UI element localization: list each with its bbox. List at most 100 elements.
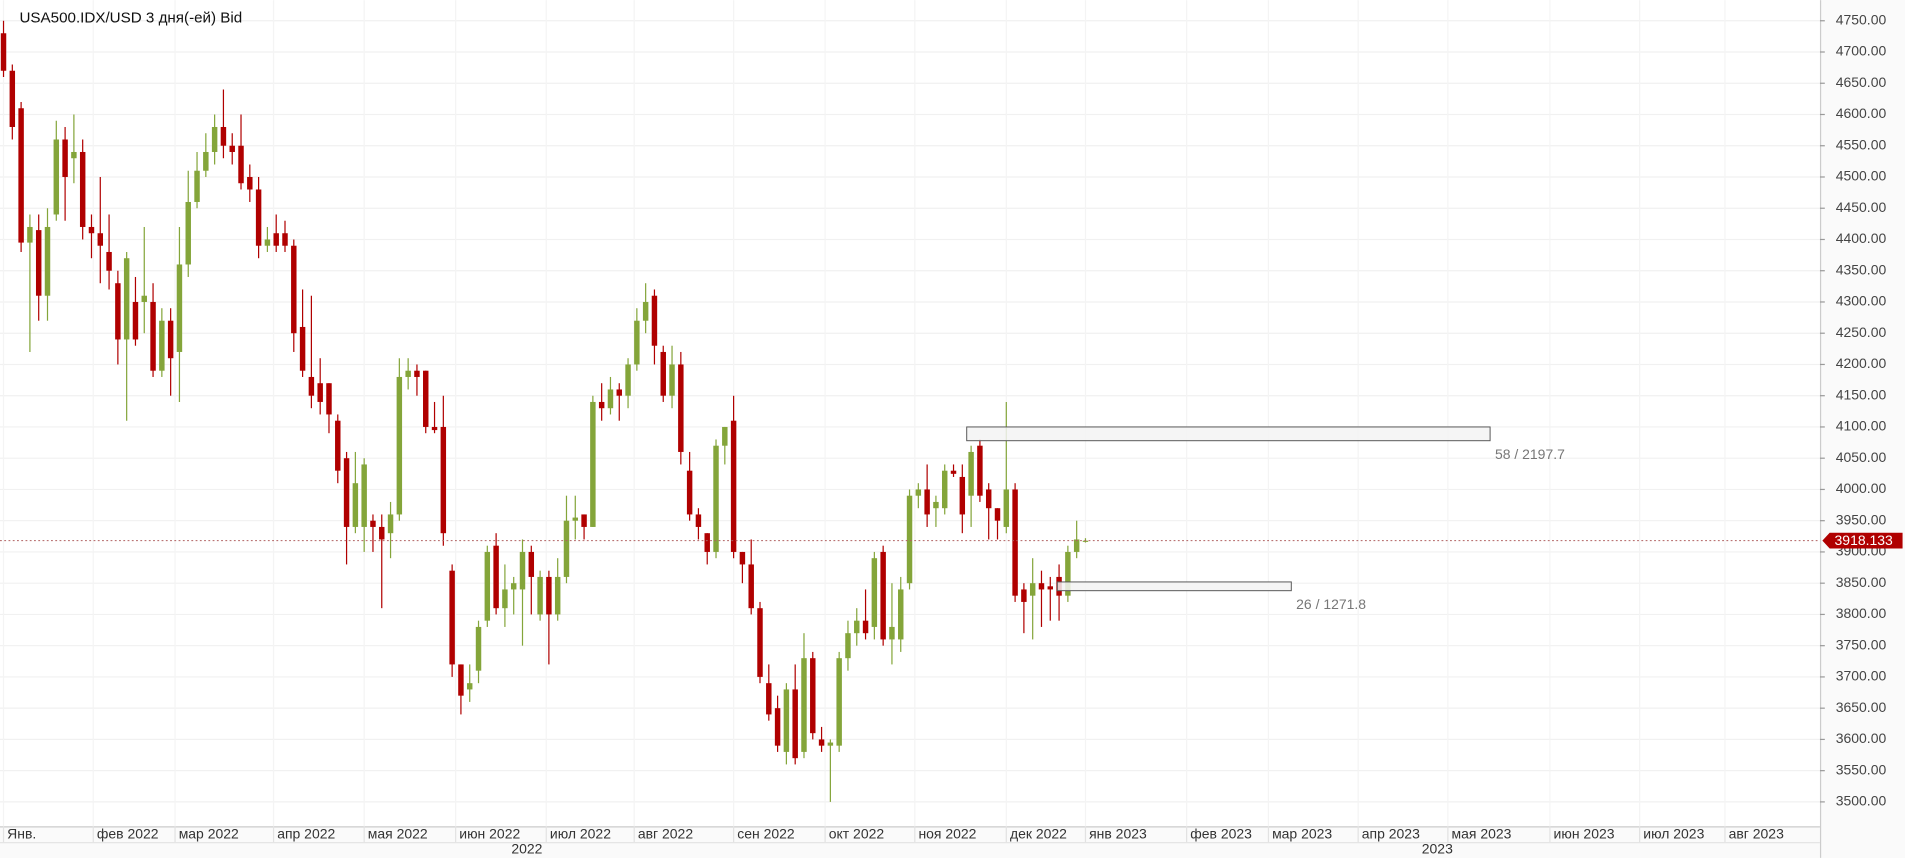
candle-body: [933, 501, 939, 509]
candle-body: [370, 520, 376, 527]
candle-body: [950, 470, 957, 474]
candle-body: [766, 683, 772, 715]
candle-body: [1003, 489, 1010, 527]
y-tick-label: 4600.00: [1836, 105, 1887, 121]
x-tick-label: авг 2023: [1729, 825, 1784, 841]
candle-body: [273, 233, 279, 246]
candle-body: [71, 151, 77, 159]
candle-body: [247, 176, 253, 190]
candle-body: [1021, 589, 1027, 602]
candle-body: [977, 445, 983, 496]
candle-body: [660, 351, 666, 396]
candle-body: [27, 226, 33, 243]
candle-body: [898, 589, 904, 640]
candle-body: [546, 576, 552, 615]
y-tick-label: 4750.00: [1836, 11, 1887, 27]
candle-body: [335, 420, 341, 471]
candle-body: [396, 376, 403, 515]
x-tick-label: мая 2022: [368, 825, 428, 841]
candle-body: [106, 251, 112, 271]
candle-body: [405, 370, 411, 377]
x-tick-label: апр 2023: [1362, 825, 1420, 841]
candle-body: [203, 151, 209, 171]
candle-body: [634, 320, 640, 365]
candle-body: [572, 517, 579, 521]
candle-body: [906, 495, 913, 584]
y-tick-label: 3650.00: [1836, 699, 1887, 715]
candle-body: [502, 589, 508, 609]
y-tick-label: 4650.00: [1836, 74, 1887, 90]
candle-body: [167, 320, 174, 359]
y-tick-label: 3600.00: [1836, 730, 1887, 746]
candle-body: [862, 620, 869, 634]
candle-body: [625, 364, 631, 396]
x-tick-label: фев 2023: [1190, 825, 1252, 841]
candle-body: [414, 370, 420, 377]
candle-body: [537, 576, 543, 615]
candle-body: [387, 514, 394, 534]
y-tick-label: 3500.00: [1836, 793, 1887, 809]
candle-body: [748, 564, 754, 609]
candle-body: [440, 426, 447, 534]
candle-body: [590, 401, 596, 527]
candle-body: [185, 201, 191, 265]
candle-body: [1082, 540, 1089, 542]
candle-body: [317, 383, 323, 402]
y-tick-label: 4550.00: [1836, 136, 1887, 152]
candle-body: [299, 326, 306, 371]
candle-body: [326, 383, 332, 415]
y-tick-label: 4500.00: [1836, 168, 1887, 184]
y-tick-label: 3850.00: [1836, 574, 1887, 590]
x-tick-label: фев 2022: [97, 825, 159, 841]
candle-body: [678, 364, 684, 452]
candle-body: [757, 608, 763, 677]
candle-body: [792, 689, 798, 759]
candle-body: [1065, 551, 1071, 596]
candle-body: [889, 626, 895, 640]
y-tick-label: 4150.00: [1836, 386, 1887, 402]
candle-body: [704, 533, 710, 552]
candle-body: [458, 664, 464, 696]
x-tick-label: окт 2022: [829, 825, 885, 841]
x-tick-label: сен 2022: [737, 825, 795, 841]
candle-body: [9, 70, 16, 127]
candle-body: [150, 301, 156, 371]
candle-body: [1038, 583, 1045, 590]
candle-body: [115, 283, 121, 340]
candle-body: [713, 445, 719, 552]
candle-body: [880, 551, 886, 640]
x-tick-label: Янв.: [7, 825, 36, 841]
candle-body: [1047, 586, 1054, 590]
candle-body: [519, 551, 526, 590]
candle-body: [0, 33, 7, 71]
candle-body: [581, 514, 587, 527]
y-tick-label: 4000.00: [1836, 480, 1887, 496]
candle-body: [598, 401, 605, 409]
price-axis-bg: [1819, 0, 1905, 858]
zone-box: [966, 426, 1491, 442]
x-tick-label: мая 2023: [1452, 825, 1512, 841]
zone-box: [1056, 581, 1292, 592]
candle-body: [1073, 539, 1080, 552]
candle-body: [845, 633, 851, 659]
x-tick-label: июн 2022: [459, 825, 520, 841]
candle-body: [176, 264, 183, 352]
y-tick-label: 4450.00: [1836, 199, 1887, 215]
candle-body: [722, 426, 728, 446]
y-tick-label: 3800.00: [1836, 605, 1887, 621]
candle-body: [343, 458, 350, 527]
y-tick-label: 3700.00: [1836, 668, 1887, 684]
y-tick-label: 4400.00: [1836, 230, 1887, 246]
candle-body: [44, 226, 51, 296]
y-tick-label: 3950.00: [1836, 511, 1887, 527]
candle-body: [854, 620, 860, 634]
x-tick-label: июл 2023: [1643, 825, 1704, 841]
x-tick-label: апр 2022: [277, 825, 335, 841]
candle-body: [88, 226, 95, 234]
candle-body: [123, 258, 130, 340]
candle-body: [616, 389, 622, 396]
candle-body: [528, 551, 535, 577]
y-tick-label: 4250.00: [1836, 324, 1887, 340]
